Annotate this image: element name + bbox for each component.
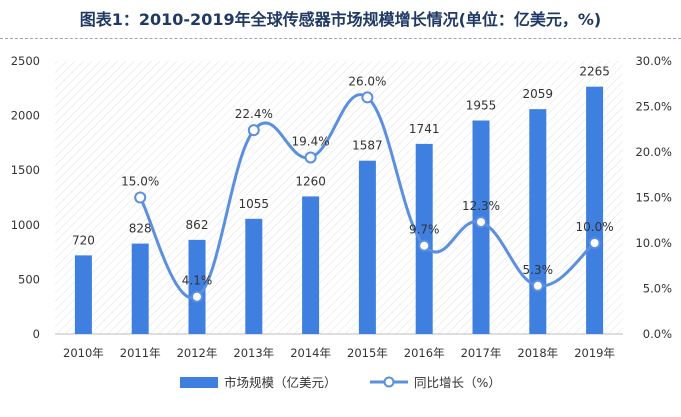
y-right-tick-label: 0.0% <box>643 327 672 341</box>
y-right-tick-label: 5.0% <box>643 282 672 296</box>
x-ticks: 2010年 2011年 2012年 2013年 2014年 2015年 2016年 2017年… <box>63 346 615 360</box>
chart-title: 图表1：2010-2019年全球传感器市场规模增长情况(单位：亿美元，%) <box>79 10 602 29</box>
bar-data-label: 720 <box>72 233 95 247</box>
y-left-tick-label: 0 <box>33 327 40 341</box>
bar <box>245 218 263 334</box>
legend-swatch-bar <box>180 377 218 388</box>
bar-data-label: 1587 <box>352 139 383 153</box>
bar <box>188 239 206 334</box>
x-tick-label: 2015年 <box>347 346 388 360</box>
bar <box>74 255 92 334</box>
bar <box>358 160 376 334</box>
y-left-ticks: 0 500 1000 1500 2000 2500 <box>11 54 40 341</box>
y-left-tick-label: 1500 <box>11 163 40 177</box>
line-marker <box>418 239 431 252</box>
bar <box>302 196 320 334</box>
growth-line <box>138 93 596 300</box>
y-right-tick-label: 20.0% <box>635 145 672 159</box>
x-tick-label: 2012年 <box>177 346 218 360</box>
legend-label-bar: 市场规模（亿美元） <box>224 375 337 390</box>
x-tick-label: 2018年 <box>517 346 558 360</box>
y-left-tick-label: 1000 <box>11 218 40 232</box>
bar <box>529 109 547 335</box>
line-data-label: 5.3% <box>523 263 554 277</box>
line-marker <box>247 124 260 137</box>
bar-data-label: 1741 <box>409 122 440 136</box>
bar <box>131 243 149 334</box>
y-right-ticks: 0.0% 5.0% 10.0% 15.0% 20.0% 25.0% 30.0% <box>635 54 672 341</box>
line-marker <box>191 290 203 303</box>
y-left-tick-label: 500 <box>18 272 40 286</box>
line-data-label: 22.4% <box>235 107 273 121</box>
x-tick-label: 2013年 <box>233 346 274 360</box>
x-tick-label: 2017年 <box>461 346 502 360</box>
title-divider <box>0 38 681 39</box>
bar-series <box>74 86 604 335</box>
line-data-label: 10.0% <box>576 220 614 234</box>
line-data-label: 26.0% <box>348 74 386 88</box>
legend: 市场规模（亿美元） 同比增长（%） <box>180 375 501 390</box>
bar-data-labels: 720 828 862 1055 1260 1587 1741 1955 2059 2265 <box>72 65 610 248</box>
y-left-tick-label: 2500 <box>11 54 40 68</box>
line-data-label: 9.7% <box>409 223 440 237</box>
line-marker <box>531 279 544 292</box>
line-data-label: 19.4% <box>292 134 330 148</box>
bar-data-label: 1055 <box>239 197 270 211</box>
line-data-label: 12.3% <box>462 199 500 213</box>
line-marker <box>361 91 374 104</box>
bar-data-label: 828 <box>129 222 152 236</box>
y-right-tick-label: 25.0% <box>635 100 672 114</box>
line-markers <box>134 91 601 303</box>
line-data-label: 4.1% <box>182 274 213 288</box>
x-tick-label: 2011年 <box>120 346 161 360</box>
legend-swatch-marker <box>383 376 395 388</box>
y-right-tick-label: 15.0% <box>635 191 672 205</box>
y-right-tick-label: 30.0% <box>635 54 672 68</box>
bar-data-label: 2059 <box>523 87 554 101</box>
y-left-tick-label: 2000 <box>11 109 40 123</box>
x-tick-label: 2016年 <box>404 346 445 360</box>
bar-data-label: 1955 <box>466 99 497 113</box>
line-marker <box>134 191 147 204</box>
line-marker <box>588 237 601 249</box>
bar <box>415 143 433 334</box>
bar <box>586 86 604 334</box>
x-tick-label: 2019年 <box>574 346 615 360</box>
bar-data-label: 862 <box>186 218 209 232</box>
line-data-labels: 15.0% 4.1% 22.4% 19.4% 26.0% 9.7% 12.3% 5.3% 10.… <box>121 74 614 287</box>
line-data-label: 15.0% <box>121 175 159 189</box>
bar-data-label: 2265 <box>579 65 610 79</box>
legend-label-line: 同比增长（%） <box>414 375 501 390</box>
bar-data-label: 1260 <box>295 174 326 188</box>
line-marker <box>475 216 487 229</box>
x-tick-label: 2010年 <box>63 346 104 360</box>
line-marker <box>304 151 317 164</box>
x-tick-label: 2014年 <box>290 346 331 360</box>
y-right-tick-label: 10.0% <box>635 236 672 250</box>
plot-background <box>55 61 623 334</box>
